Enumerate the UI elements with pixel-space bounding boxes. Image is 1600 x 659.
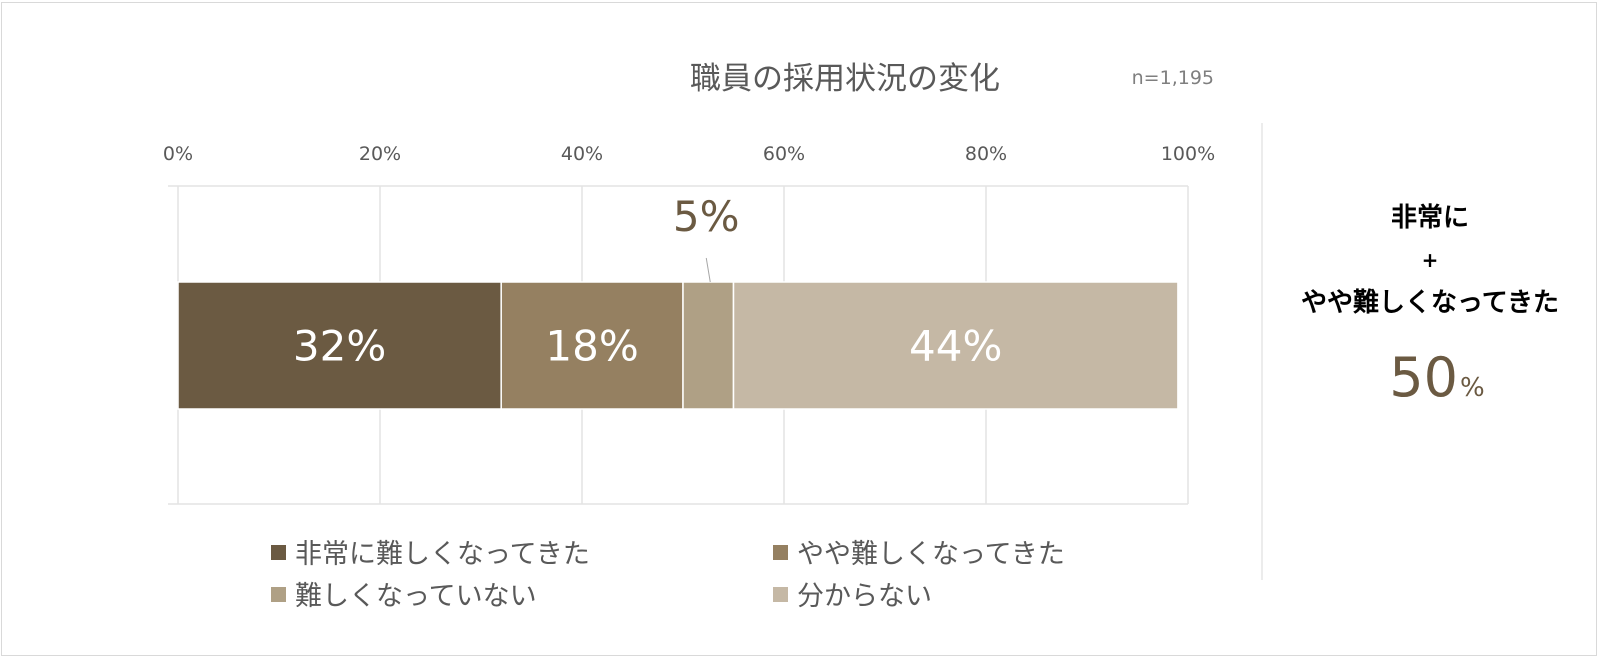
legend-label: やや難しくなってきた xyxy=(797,539,1065,570)
legend-swatch xyxy=(773,587,788,602)
bar-segment xyxy=(682,281,735,410)
legend-swatch xyxy=(271,587,286,602)
x-tick-label: 100% xyxy=(1161,143,1215,165)
sample-size-label: n=1,195 xyxy=(1132,67,1214,89)
x-tick-label: 20% xyxy=(359,143,401,165)
legend-label: 難しくなっていない xyxy=(295,581,537,612)
bar-segments xyxy=(177,281,1179,410)
bar-segment xyxy=(177,281,502,410)
x-axis-ticks: 0% 20% 40% 60% 80% 100% xyxy=(163,143,1215,165)
bar-segment xyxy=(500,281,684,410)
x-tick-label: 80% xyxy=(965,143,1007,165)
data-label: 44% xyxy=(909,322,1002,371)
summary-number: 50 xyxy=(1389,346,1458,409)
summary-line-3: やや難しくなってきた xyxy=(1301,288,1559,318)
legend-swatch xyxy=(271,545,286,560)
summary-value: 50% xyxy=(1389,346,1484,409)
x-tick-label: 60% xyxy=(763,143,805,165)
chart-title: 職員の採用状況の変化 xyxy=(690,61,1000,97)
x-tick-label: 0% xyxy=(163,143,193,165)
data-labels: 32% 18% 5% 44% xyxy=(293,192,1002,371)
data-label: 5% xyxy=(673,192,740,241)
data-label: 18% xyxy=(545,322,638,371)
legend-label: 非常に難しくなってきた xyxy=(295,539,590,570)
summary-panel: 非常に + やや難しくなってきた 50% xyxy=(1301,203,1559,409)
leader-line xyxy=(705,257,711,283)
legend-label: 分からない xyxy=(797,581,932,612)
summary-plus: + xyxy=(1422,248,1439,272)
summary-line-1: 非常に xyxy=(1391,203,1469,233)
legend-swatch xyxy=(773,545,788,560)
summary-unit: % xyxy=(1460,373,1485,403)
data-label: 32% xyxy=(293,322,386,371)
x-tick-label: 40% xyxy=(561,143,603,165)
bar-segment xyxy=(732,281,1179,410)
